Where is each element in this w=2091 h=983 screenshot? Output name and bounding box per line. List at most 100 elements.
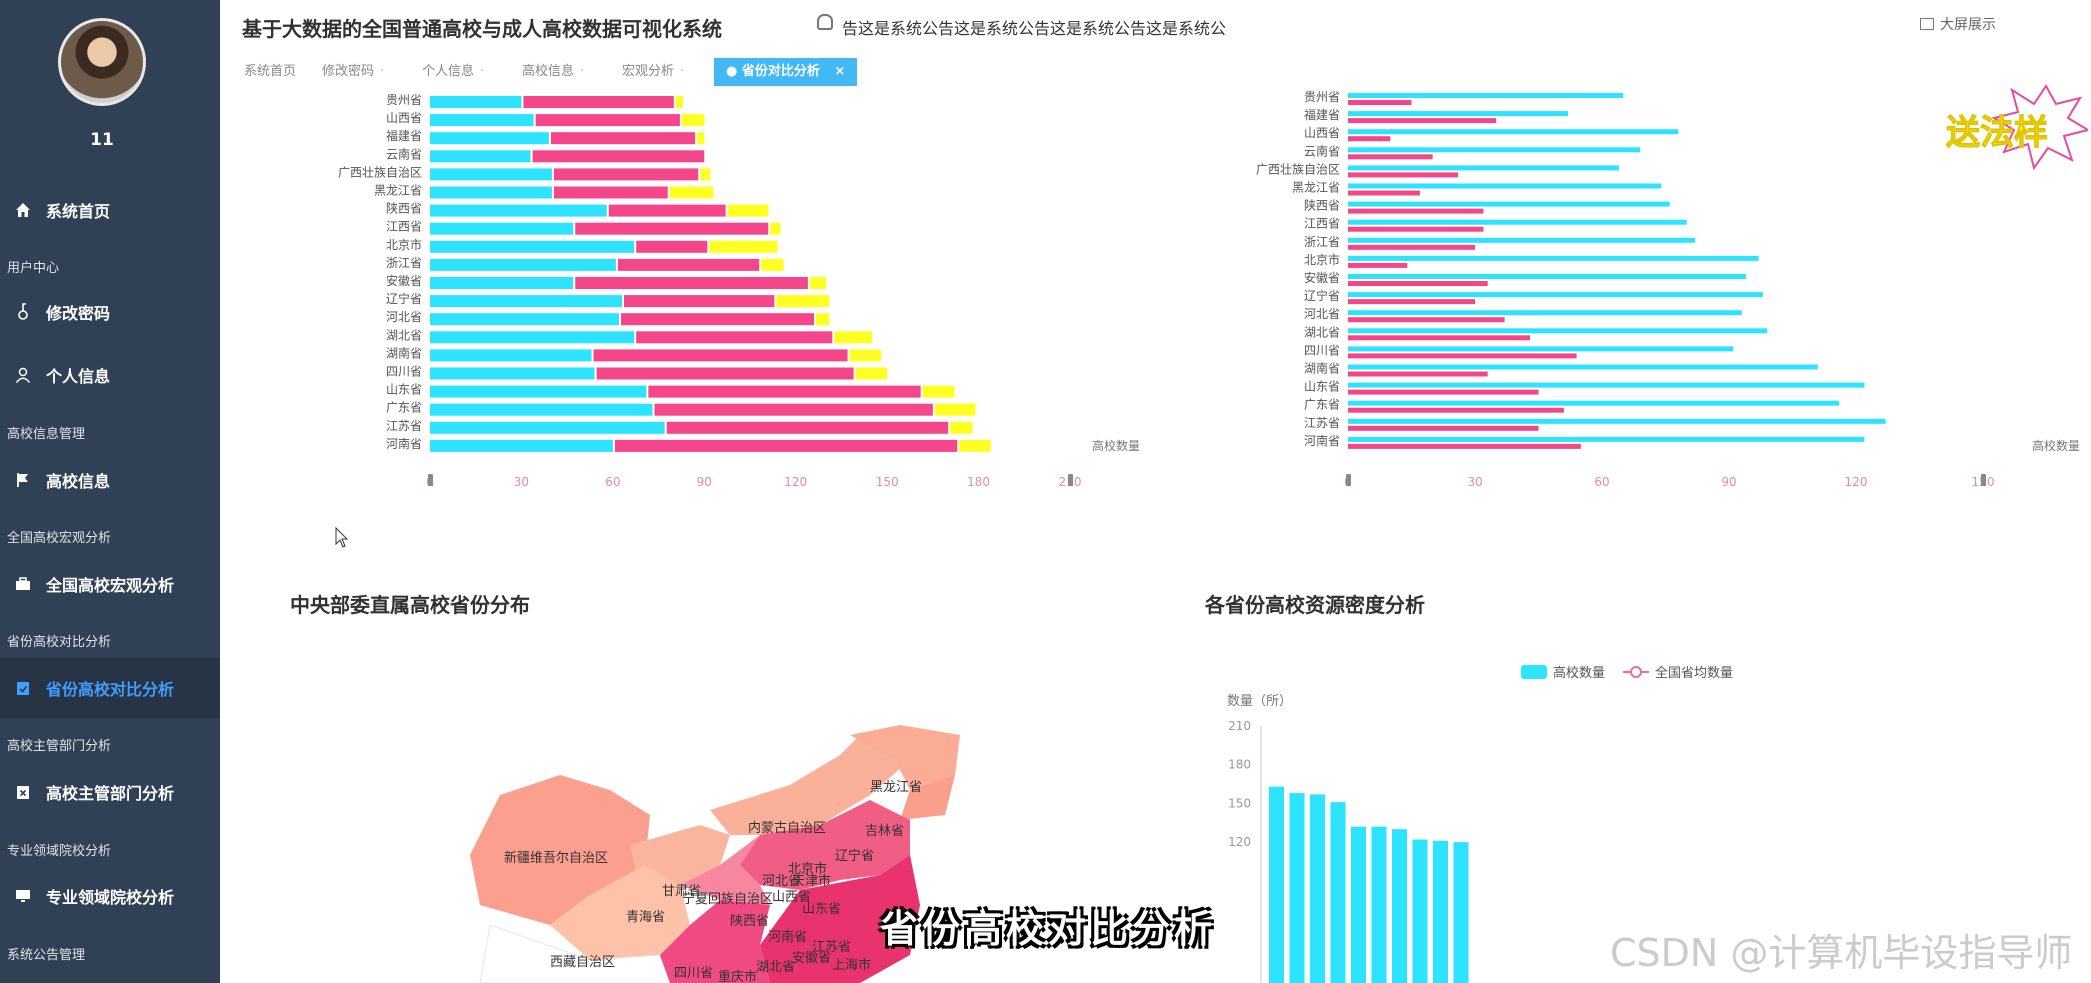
y-tick-label: 四川省 <box>1304 343 1340 357</box>
y-tick-label: 湖南省 <box>386 345 422 360</box>
sidebar-item-label: 全国高校宏观分析 <box>46 576 175 595</box>
y-tick-label: 浙江省 <box>1304 235 1340 249</box>
tag-profile[interactable]: 个人信息 · <box>416 58 490 86</box>
tag-school-info[interactable]: 高校信息 · <box>516 58 590 86</box>
bar-segment <box>614 439 958 452</box>
y-tick-label: 山东省 <box>386 383 422 397</box>
bar <box>1348 382 1865 388</box>
bar <box>1348 219 1687 225</box>
tag-label: 个人信息 <box>422 64 475 79</box>
bar-segment <box>430 403 653 416</box>
decorative-sticker: 送法样 <box>1946 84 2088 171</box>
bar <box>1348 400 1840 406</box>
briefcase-icon <box>12 573 34 595</box>
tag-province-compare[interactable]: ● 省份对比分析 × <box>714 58 858 86</box>
china-map: 黑龙江省 吉林省 辽宁省 内蒙古自治区 新疆维吾尔自治区 甘肃省 宁夏回族自治区… <box>470 725 960 983</box>
bar-segment <box>593 349 848 362</box>
bigscreen-button[interactable]: 大屏展示 <box>1920 14 1996 34</box>
y-tick-label: 云南省 <box>1304 143 1340 158</box>
map-label: 青海省 <box>626 910 665 925</box>
bar-segment <box>620 313 814 326</box>
sidebar-item-dept-analysis[interactable]: 高校主管部门分析 <box>0 762 220 822</box>
map-label: 北京市 <box>788 861 827 877</box>
zoom-handle-left <box>428 474 433 486</box>
sidebar-item-field-analysis[interactable]: 专业领域院校分析 <box>0 866 220 926</box>
close-icon[interactable]: · <box>680 64 685 79</box>
close-icon[interactable]: · <box>380 64 385 79</box>
y-tick-label: 湖南省 <box>1304 361 1340 376</box>
close-icon[interactable]: × <box>834 64 846 79</box>
active-dot-icon: ● <box>726 64 742 79</box>
bar <box>1348 407 1564 413</box>
map-label: 安徽省 <box>792 951 831 966</box>
y-tick-label: 山东省 <box>1304 380 1340 394</box>
bar <box>1348 443 1581 449</box>
bar-segment <box>608 204 726 217</box>
bar-segment <box>776 295 830 308</box>
close-icon[interactable]: · <box>580 64 585 79</box>
y-tick-label: 江苏省 <box>1304 416 1340 430</box>
y-axis-label: 数量（所） <box>1227 694 1292 709</box>
tag-macro[interactable]: 宏观分析 · <box>616 58 690 86</box>
bar-segment <box>697 132 705 145</box>
avatar[interactable] <box>58 18 146 106</box>
bar-segment <box>849 349 882 362</box>
y-tick-label: 180 <box>1228 758 1251 772</box>
mouse-cursor-icon <box>335 527 349 548</box>
map-label: 内蒙古自治区 <box>748 820 826 836</box>
bar-segment <box>855 367 888 380</box>
bar-segment <box>654 403 933 416</box>
y-tick-label: 辽宁省 <box>1304 288 1340 303</box>
sidebar-item-school-info[interactable]: 高校信息 <box>0 450 220 510</box>
key-icon <box>12 301 34 323</box>
bar-segment <box>666 421 949 434</box>
sidebar-item-password[interactable]: 修改密码 <box>0 282 220 342</box>
map-label: 上海市 <box>832 957 871 973</box>
x-tick-label: 30 <box>1467 475 1482 486</box>
group-notice: 系统公告管理 <box>7 948 86 963</box>
map-label: 江苏省 <box>812 939 851 955</box>
bar-segment <box>430 367 595 380</box>
y-tick-label: 江苏省 <box>386 419 422 433</box>
zoom-handle-left <box>1346 474 1351 486</box>
central-map-title: 中央部委直属高校省份分布 <box>290 593 530 617</box>
sidebar-item-province-compare[interactable]: 省份高校对比分析 <box>0 658 220 718</box>
monitor-icon <box>12 885 34 907</box>
tag-label: 宏观分析 <box>622 64 675 79</box>
y-tick-label: 辽宁省 <box>386 291 422 306</box>
sidebar-item-home[interactable]: 系统首页 <box>0 180 220 240</box>
y-tick-label: 广东省 <box>386 401 422 415</box>
bar-segment <box>430 258 616 271</box>
y-tick-label: 江西省 <box>1304 217 1340 231</box>
tag-password[interactable]: 修改密码 · <box>316 58 390 86</box>
density-bar <box>1392 829 1407 983</box>
group-school-mgmt: 高校信息管理 <box>7 427 86 442</box>
zoom-handle-right <box>1068 474 1073 486</box>
close-icon[interactable]: · <box>480 64 485 79</box>
y-tick-label: 150 <box>1228 796 1251 810</box>
bar <box>1348 111 1569 117</box>
sidebar-item-profile[interactable]: 个人信息 <box>0 345 220 405</box>
bar-segment <box>809 277 827 289</box>
tag-label: 高校信息 <box>522 64 575 79</box>
bar <box>1348 100 1412 105</box>
legend-label: 高校数量 <box>1553 665 1605 681</box>
home-icon <box>12 199 34 221</box>
clipboard-x-icon <box>12 781 34 803</box>
map-label: 湖北省 <box>756 960 795 975</box>
bar <box>1348 183 1662 189</box>
clipboard-check-icon <box>12 677 34 699</box>
bar-segment <box>553 186 668 199</box>
density-title: 各省份高校资源密度分析 <box>1205 593 1425 617</box>
density-bar <box>1269 786 1284 983</box>
sidebar-username: 11 <box>90 130 114 150</box>
y-tick-label: 210 <box>1228 719 1251 733</box>
bar-segment <box>430 240 635 253</box>
sidebar-item-macro-analysis[interactable]: 全国高校宏观分析 <box>0 554 220 614</box>
x-tick-label: 30 <box>514 475 529 486</box>
tag-label: 系统首页 <box>244 64 297 79</box>
tag-home[interactable]: 系统首页 <box>238 58 302 86</box>
bar-segment <box>430 277 574 289</box>
bar <box>1348 389 1539 395</box>
x-tick-label: 120 <box>784 475 807 486</box>
